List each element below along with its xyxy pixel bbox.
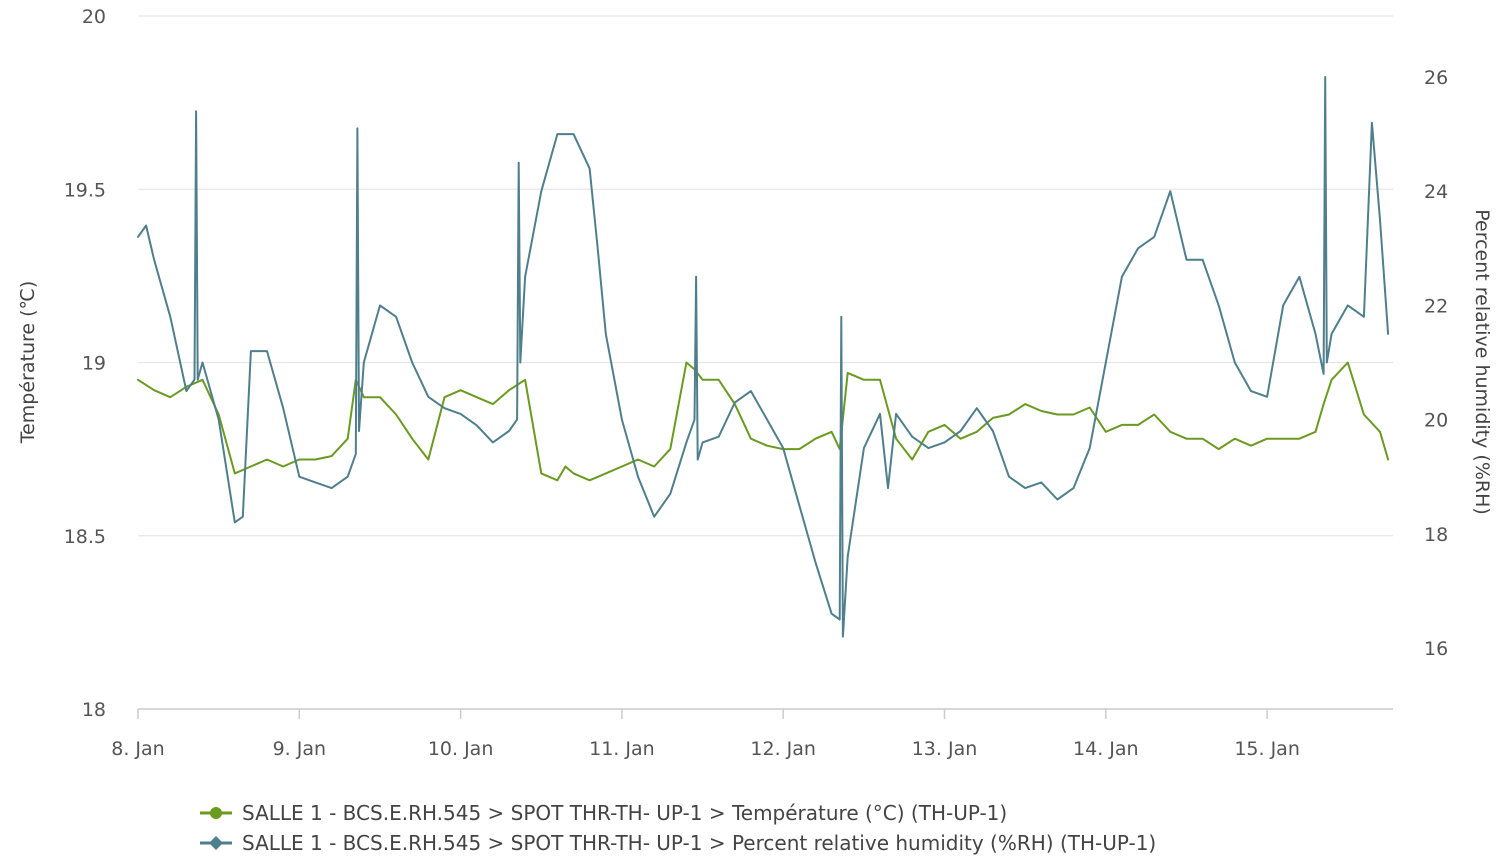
legend-marker-diamond-icon (209, 836, 223, 850)
x-tick-label: 8. Jan (111, 738, 164, 760)
x-tick-label: 10. Jan (428, 738, 494, 760)
right-tick-label: 18 (1424, 524, 1448, 546)
x-tick-label: 12. Jan (750, 738, 816, 760)
right-tick-label: 26 (1424, 67, 1448, 89)
left-tick-label: 20 (82, 6, 106, 28)
right-y-axis-ticks: 16 18 20 22 24 26 (1424, 67, 1448, 660)
right-tick-label: 24 (1424, 181, 1448, 203)
right-tick-label: 20 (1424, 410, 1448, 432)
left-y-axis-ticks: 18 18.5 19 19.5 20 (64, 6, 106, 721)
x-tick-label: 14. Jan (1073, 738, 1139, 760)
x-tick-label: 15. Jan (1234, 738, 1300, 760)
series-line-temperature[interactable] (137, 361, 1390, 482)
legend-label-temperature: SALLE 1 - BCS.E.RH.545 > SPOT THR-TH- UP… (242, 801, 1007, 825)
legend-marker-circle-icon (210, 807, 222, 819)
legend-item-humidity[interactable]: SALLE 1 - BCS.E.RH.545 > SPOT THR-TH- UP… (200, 831, 1156, 855)
series-line-humidity[interactable] (137, 76, 1390, 638)
left-tick-label: 18 (82, 699, 106, 721)
left-y-axis-title: Température (℃) (17, 281, 39, 445)
right-tick-label: 16 (1424, 638, 1448, 660)
legend-item-temperature[interactable]: SALLE 1 - BCS.E.RH.545 > SPOT THR-TH- UP… (200, 801, 1007, 825)
x-tick-label: 11. Jan (589, 738, 655, 760)
right-y-axis-title: Percent relative humidity (%RH) (1471, 209, 1493, 515)
x-axis: 8. Jan 9. Jan 10. Jan 11. Jan 12. Jan 13. Jan… (111, 708, 1393, 760)
left-tick-label: 18.5 (64, 526, 106, 548)
legend-label-humidity: SALLE 1 - BCS.E.RH.545 > SPOT THR-TH- UP… (242, 831, 1156, 855)
right-tick-label: 22 (1424, 295, 1448, 317)
legend: SALLE 1 - BCS.E.RH.545 > SPOT THR-TH- UP… (200, 801, 1156, 855)
left-tick-label: 19 (82, 353, 106, 375)
series-layer (137, 76, 1390, 638)
x-tick-label: 9. Jan (273, 738, 326, 760)
left-tick-label: 19.5 (64, 179, 106, 201)
x-tick-label: 13. Jan (912, 738, 978, 760)
grid-lines (138, 15, 1393, 710)
